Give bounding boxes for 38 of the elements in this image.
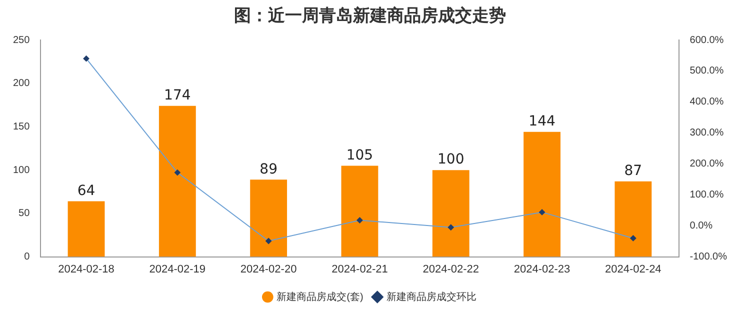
y2-tick-label: 300.0%: [690, 128, 724, 139]
x-tick-label: 2024-02-20: [240, 263, 297, 276]
data-label: 105: [346, 147, 374, 164]
bar: [68, 201, 105, 257]
x-tick-label: 2024-02-22: [422, 263, 480, 276]
data-label: 87: [624, 162, 642, 179]
y2-tick-label: 400.0%: [690, 96, 724, 108]
bar: [524, 132, 560, 257]
y-tick-label: 200: [12, 78, 30, 90]
y2-tick-label: -100.0%: [690, 252, 728, 263]
y2-tick-label: 100.0%: [690, 190, 724, 201]
data-label: 100: [438, 152, 464, 168]
y2-tick-label: 500.0%: [690, 66, 724, 77]
data-label: 144: [528, 114, 556, 130]
x-tick-label: 2024-02-21: [332, 263, 388, 276]
y-tick-label: 0: [24, 252, 30, 263]
bar: [614, 181, 652, 257]
x-tick-label: 2024-02-23: [514, 263, 570, 276]
y-tick-label: 250: [12, 34, 30, 46]
y-tick-label: 150: [12, 121, 30, 132]
y-tick-label: 50: [18, 208, 30, 220]
y2-tick-label: 200.0%: [690, 158, 724, 170]
data-label: 89: [260, 161, 278, 178]
data-label: 64: [77, 182, 96, 199]
x-tick-label: 2024-02-24: [605, 263, 662, 276]
legend-label: 新建商品房成交环比: [386, 290, 476, 303]
y-tick-label: 100: [12, 164, 30, 176]
bar: [341, 166, 378, 257]
legend-label: 新建商品房成交(套): [276, 290, 364, 303]
bar: [432, 170, 470, 257]
bar: [158, 106, 196, 257]
y2-tick-label: 600.0%: [690, 34, 724, 46]
chart-title: 图：近一周青岛新建商品房成交走势: [233, 5, 507, 28]
x-tick-label: 2024-02-18: [58, 263, 114, 276]
bar: [250, 180, 288, 257]
y2-tick-label: 0.0%: [690, 220, 713, 232]
data-label: 174: [164, 88, 191, 104]
x-tick-label: 2024-02-19: [149, 263, 206, 276]
